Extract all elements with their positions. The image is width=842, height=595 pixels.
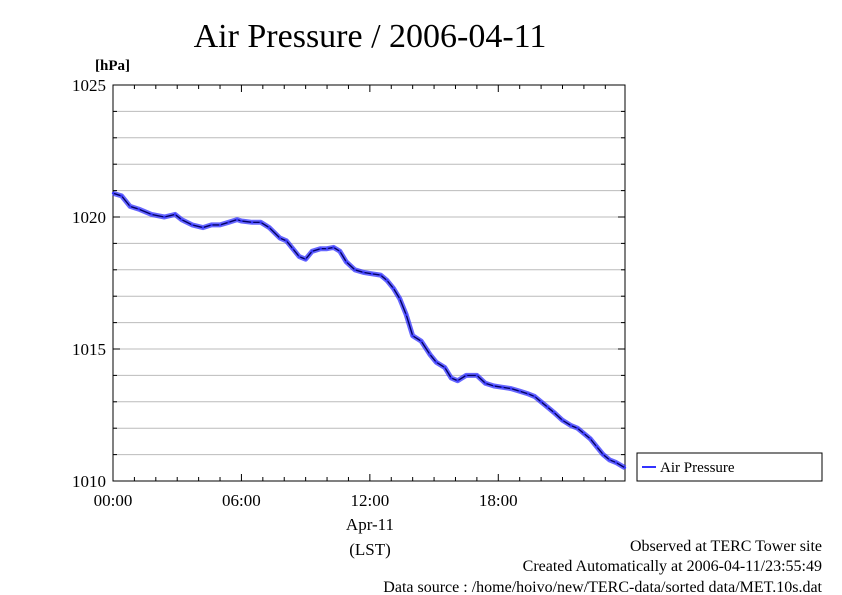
data-point xyxy=(163,215,166,219)
data-point xyxy=(608,458,611,462)
data-point xyxy=(539,400,543,403)
data-point xyxy=(589,437,592,440)
data-point xyxy=(210,223,213,227)
legend-box xyxy=(636,452,823,482)
data-point xyxy=(362,271,365,274)
x-tick-label: 18:00 xyxy=(479,491,518,510)
y-axis-ticks: 1010 1015 1020 1025 xyxy=(72,76,625,491)
data-point xyxy=(379,273,382,277)
data-point xyxy=(428,353,431,356)
data-point xyxy=(595,445,598,448)
data-point xyxy=(259,221,262,224)
data-point xyxy=(492,384,496,388)
data-point xyxy=(304,258,307,261)
series-layer xyxy=(111,190,627,470)
data-point xyxy=(582,432,586,435)
data-point xyxy=(345,260,348,264)
data-point xyxy=(240,219,243,223)
y-tick-label: 1015 xyxy=(72,340,106,359)
data-point xyxy=(385,279,389,282)
data-point xyxy=(614,461,618,464)
data-point xyxy=(173,213,177,216)
data-point xyxy=(325,247,329,250)
data-point xyxy=(190,223,194,227)
y-axis-label: [hPa] xyxy=(95,58,130,74)
data-point xyxy=(405,313,408,316)
data-point xyxy=(128,205,132,208)
data-point xyxy=(484,382,487,385)
y-tick-label: 1025 xyxy=(72,76,106,95)
data-point xyxy=(552,411,556,414)
data-point xyxy=(235,218,239,221)
data-point xyxy=(449,376,453,380)
data-point xyxy=(435,361,438,364)
footer-data-source: Data source : /home/hoivo/new/TERC-data/… xyxy=(383,579,822,595)
data-point xyxy=(137,207,140,211)
chart-title: Air Pressure / 2006-04-11 xyxy=(194,18,547,55)
data-point xyxy=(268,226,271,229)
data-point xyxy=(227,221,230,224)
data-point xyxy=(411,334,414,337)
data-point xyxy=(475,374,479,377)
legend-label: Air Pressure xyxy=(660,460,735,476)
series-line-halo xyxy=(112,190,627,470)
data-point xyxy=(501,386,504,389)
x-tick-label: 06:00 xyxy=(222,491,261,510)
data-point xyxy=(201,226,205,229)
data-point xyxy=(533,395,536,398)
x-axis-label: (LST) xyxy=(349,540,391,559)
data-point xyxy=(338,250,342,253)
data-point xyxy=(527,392,530,396)
data-point xyxy=(576,427,579,430)
data-point xyxy=(120,194,123,198)
data-point xyxy=(546,405,549,409)
legend: Air Pressure xyxy=(636,452,823,482)
data-point xyxy=(623,466,627,469)
data-point xyxy=(180,218,183,221)
x-axis-date-label: Apr-11 xyxy=(346,515,394,534)
x-tick-label: 00:00 xyxy=(94,491,133,510)
data-point xyxy=(509,387,513,390)
plot-frame xyxy=(112,84,626,482)
data-point xyxy=(398,297,402,301)
data-point xyxy=(298,255,301,258)
data-point xyxy=(420,339,423,343)
grid-lines xyxy=(113,110,625,456)
data-point xyxy=(291,247,294,250)
x-axis-ticks: 00:00 06:00 12:00 18:00 xyxy=(94,85,606,510)
data-point xyxy=(218,223,222,227)
data-point xyxy=(456,379,459,382)
footer-created: Created Automatically at 2006-04-11/23:5… xyxy=(523,558,822,575)
data-point xyxy=(150,213,153,216)
data-point xyxy=(353,268,357,271)
series-line xyxy=(112,192,626,469)
data-point xyxy=(278,236,282,240)
y-tick-label: 1010 xyxy=(72,472,106,491)
data-point xyxy=(332,246,335,249)
data-point xyxy=(601,453,605,456)
data-point xyxy=(518,390,521,393)
data-point xyxy=(464,374,468,377)
footer-observed: Observed at TERC Tower site xyxy=(630,538,822,555)
data-point xyxy=(310,250,314,253)
data-point xyxy=(561,419,564,422)
y-tick-label: 1020 xyxy=(72,208,106,227)
x-tick-label: 12:00 xyxy=(350,491,389,510)
data-point xyxy=(111,192,115,195)
data-point xyxy=(569,424,573,427)
data-point xyxy=(285,239,288,242)
data-point xyxy=(370,272,374,275)
data-point xyxy=(392,287,395,290)
data-point xyxy=(443,366,446,369)
data-point xyxy=(319,247,322,250)
data-point xyxy=(250,221,254,224)
